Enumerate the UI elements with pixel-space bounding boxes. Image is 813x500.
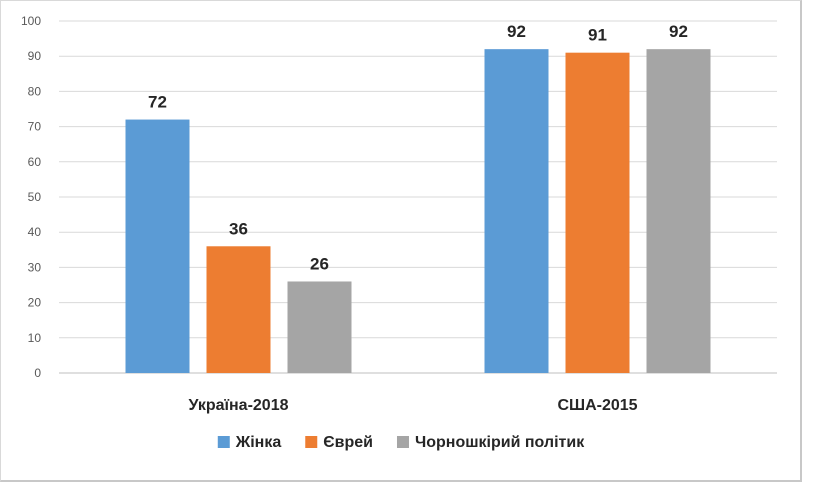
y-tick-label: 70 <box>28 120 42 134</box>
legend-item: Єврей <box>305 434 373 451</box>
y-tick-label: 100 <box>21 14 41 28</box>
data-label: 72 <box>148 93 167 112</box>
bar-chart: 0 10 20 30 40 50 60 70 80 90 100 72 36 26 92 91 92 Укра… <box>21 14 777 451</box>
legend-swatch <box>396 436 409 448</box>
legend: Жінка Єврей Чорношкірий політик <box>217 434 585 451</box>
y-axis-ticks: 0 10 20 30 40 50 60 70 80 90 100 <box>21 14 41 380</box>
x-category-label: Україна-2018 <box>188 397 288 414</box>
y-tick-label: 80 <box>28 84 42 98</box>
data-label: 26 <box>310 254 329 273</box>
y-tick-label: 20 <box>28 296 42 310</box>
data-label: 92 <box>669 22 688 41</box>
y-tick-label: 90 <box>28 49 42 63</box>
data-label: 91 <box>588 26 607 45</box>
legend-label: Чорношкірий політик <box>415 434 585 451</box>
x-axis-categories: Україна-2018 США-2015 <box>188 397 637 414</box>
legend-label: Жінка <box>235 434 282 451</box>
legend-swatch <box>305 436 318 448</box>
chart-frame: 0 10 20 30 40 50 60 70 80 90 100 72 36 26 92 91 92 Укра… <box>0 0 802 482</box>
bar <box>125 119 190 373</box>
data-label: 36 <box>229 219 248 238</box>
legend-label: Єврей <box>323 434 373 451</box>
bar <box>206 246 271 373</box>
bar <box>646 49 711 373</box>
bar <box>484 49 549 373</box>
legend-swatch <box>217 436 230 448</box>
y-tick-label: 0 <box>34 366 41 380</box>
legend-item: Чорношкірий політик <box>396 434 585 451</box>
x-category-label: США-2015 <box>557 397 637 414</box>
bar <box>287 281 352 373</box>
y-tick-label: 50 <box>28 190 42 204</box>
y-tick-label: 60 <box>28 155 42 169</box>
data-label: 92 <box>507 22 526 41</box>
bar <box>565 52 630 374</box>
legend-item: Жінка <box>217 434 282 451</box>
data-labels: 72 36 26 92 91 92 <box>148 22 688 273</box>
y-tick-label: 40 <box>28 225 42 239</box>
y-tick-label: 30 <box>28 260 42 274</box>
bars <box>125 49 711 374</box>
y-tick-label: 10 <box>28 331 42 345</box>
